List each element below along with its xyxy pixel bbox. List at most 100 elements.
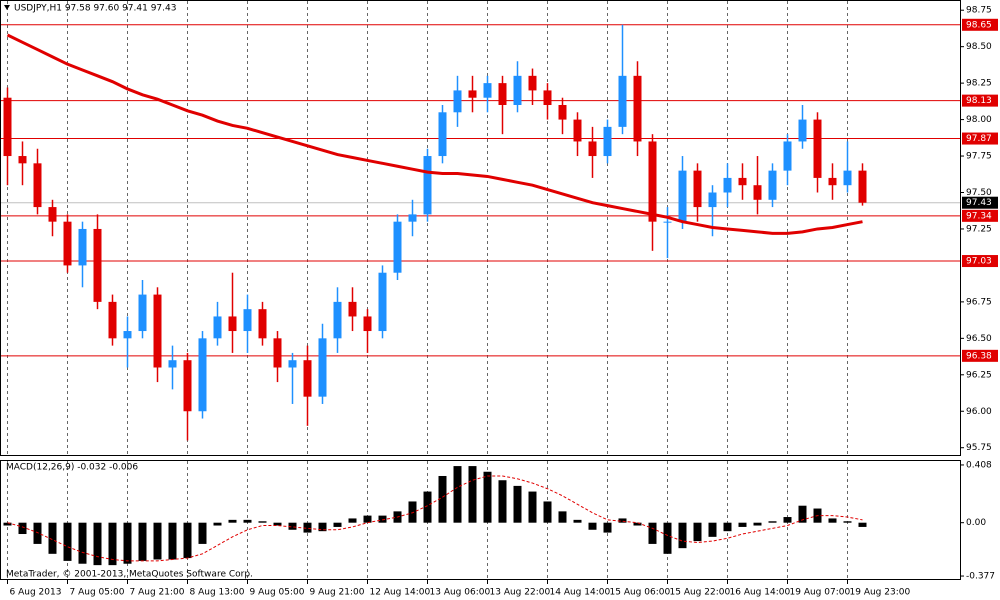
candle-body bbox=[798, 119, 807, 142]
x-tick-label: 13 Aug 22:00 bbox=[490, 588, 551, 598]
y-tick-label: 0.00 bbox=[966, 518, 986, 528]
level-label: 98.13 bbox=[966, 96, 992, 106]
x-tick-label: 7 Aug 05:00 bbox=[70, 588, 125, 598]
macd-bar bbox=[768, 521, 777, 523]
macd-title: MACD(12,26,9) -0.032 -0.006 bbox=[6, 463, 138, 473]
macd-bar bbox=[423, 491, 432, 523]
candle-body bbox=[558, 105, 567, 120]
macd-bar bbox=[708, 522, 717, 537]
level-label-box bbox=[962, 209, 998, 222]
candle-body bbox=[333, 301, 342, 339]
moving-average bbox=[6, 33, 863, 235]
x-tick-label: 9 Aug 05:00 bbox=[250, 588, 305, 598]
candle-body bbox=[618, 75, 627, 127]
candle-body bbox=[528, 75, 537, 91]
macd-bar bbox=[483, 471, 492, 523]
candle-body bbox=[303, 360, 312, 397]
macd-bar bbox=[738, 522, 747, 527]
candle-body bbox=[438, 112, 447, 157]
candle-body bbox=[468, 90, 477, 98]
candle-body bbox=[33, 163, 42, 208]
candle-body bbox=[858, 170, 867, 203]
candle-body bbox=[183, 360, 192, 412]
candle-body bbox=[423, 156, 432, 215]
chart-title: USDJPY,H1 97.58 97.60 97.41 97.43 bbox=[14, 4, 176, 14]
macd-bar bbox=[723, 522, 732, 532]
x-tick-label: 12 Aug 14:00 bbox=[370, 588, 431, 598]
macd-bar bbox=[333, 522, 342, 527]
y-tick-label: -0.377 bbox=[966, 572, 995, 582]
candle-body bbox=[753, 185, 762, 200]
macd-bar bbox=[183, 522, 192, 559]
x-tick-label: 8 Aug 13:00 bbox=[190, 588, 245, 598]
candle-body bbox=[273, 338, 282, 368]
y-tick-label: 98.50 bbox=[966, 42, 992, 52]
x-tick-label: 16 Aug 14:00 bbox=[730, 588, 791, 598]
macd-bar bbox=[33, 522, 42, 544]
candle-body bbox=[318, 338, 327, 397]
macd-bar bbox=[753, 522, 762, 526]
candle-body bbox=[153, 294, 162, 368]
level-label-box bbox=[962, 94, 998, 107]
level-label: 97.03 bbox=[966, 257, 992, 267]
candle-body bbox=[648, 141, 657, 222]
macd-bar bbox=[828, 518, 837, 523]
x-tick-label: 15 Aug 06:00 bbox=[610, 588, 671, 598]
candle-body bbox=[588, 141, 597, 157]
candle-body bbox=[138, 294, 147, 332]
candle-body bbox=[573, 119, 582, 142]
y-tick-label: 97.25 bbox=[966, 224, 992, 234]
candle-body bbox=[513, 75, 522, 105]
y-tick-label: 98.25 bbox=[966, 79, 992, 89]
x-tick-label: 19 Aug 07:00 bbox=[790, 588, 851, 598]
footer: MetaTrader, © 2001-2013, MetaQuotes Soft… bbox=[6, 570, 253, 580]
macd-bar bbox=[258, 521, 267, 523]
candle-body bbox=[363, 316, 372, 332]
candle-body bbox=[48, 207, 57, 222]
macd-bar bbox=[123, 522, 132, 564]
candle-body bbox=[603, 126, 612, 157]
macd-bar bbox=[273, 522, 282, 526]
candle-body bbox=[18, 156, 27, 164]
x-tick-label: 19 Aug 23:00 bbox=[850, 588, 911, 598]
candle-body bbox=[783, 141, 792, 171]
macd-bar bbox=[663, 522, 672, 554]
candle-body bbox=[258, 309, 267, 339]
macd-bar bbox=[453, 466, 462, 523]
macd-bar bbox=[498, 480, 507, 523]
candle-body bbox=[543, 90, 552, 105]
macd-signal bbox=[7, 475, 863, 562]
level-label-box bbox=[962, 18, 998, 31]
macd-bar bbox=[843, 521, 852, 523]
macd-bar bbox=[693, 522, 702, 542]
macd-bar bbox=[588, 522, 597, 530]
y-tick-label: 95.75 bbox=[966, 443, 992, 453]
macd-bar bbox=[618, 518, 627, 523]
macd-bar bbox=[633, 522, 642, 526]
macd-bar bbox=[543, 501, 552, 523]
macd-bar bbox=[363, 515, 372, 523]
macd-bar bbox=[558, 511, 567, 523]
menu-arrow[interactable] bbox=[4, 5, 10, 10]
candle-body bbox=[708, 192, 717, 208]
x-tick-label: 9 Aug 21:00 bbox=[310, 588, 365, 598]
macd-bar bbox=[108, 522, 117, 566]
macd-bar bbox=[198, 522, 207, 544]
y-tick-label: 97.75 bbox=[966, 152, 992, 162]
macd-bar bbox=[378, 515, 387, 523]
candle-body bbox=[288, 360, 297, 368]
candle-body bbox=[63, 221, 72, 266]
y-tick-label: 96.50 bbox=[966, 334, 992, 344]
macd-bar bbox=[168, 522, 177, 560]
macd-bar bbox=[243, 519, 252, 523]
macd-bar bbox=[303, 522, 312, 533]
macd-bar bbox=[18, 522, 27, 535]
macd-bar bbox=[408, 501, 417, 523]
macd-bar bbox=[153, 522, 162, 560]
level-label: 98.65 bbox=[966, 20, 992, 30]
candle-body bbox=[678, 170, 687, 222]
candle-body bbox=[828, 177, 837, 186]
y-tick-label: 0.408 bbox=[966, 460, 992, 470]
candle-body bbox=[663, 221, 672, 223]
